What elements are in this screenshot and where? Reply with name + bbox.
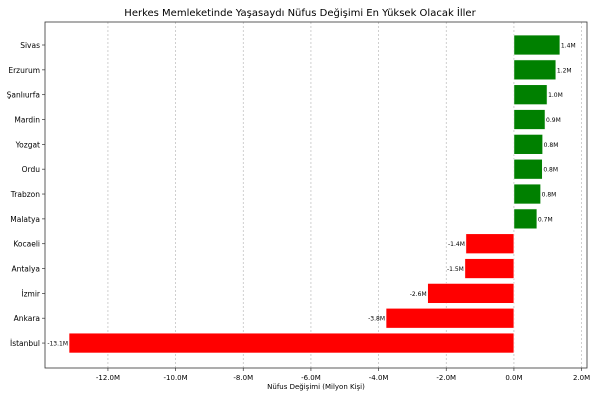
bar-İzmir xyxy=(427,283,515,304)
x-tick-label: -10.0M xyxy=(164,374,188,382)
y-tick-label: Ordu xyxy=(22,165,41,174)
data-label: 0.7M xyxy=(538,216,553,223)
y-tick-label: Şanlıurfa xyxy=(7,91,40,100)
data-label: 0.8M xyxy=(544,142,559,149)
bar-Antalya xyxy=(464,258,515,279)
data-label: 0.9M xyxy=(546,117,561,124)
bar-Erzurum xyxy=(513,59,557,81)
x-tick-label: 2.0M xyxy=(573,374,590,382)
y-tick-label: Erzurum xyxy=(8,66,40,75)
bar-Mardin xyxy=(513,109,546,130)
y-tick-label: İstanbul xyxy=(10,339,40,348)
bar-İstanbul xyxy=(68,332,515,354)
bar-Ankara xyxy=(385,307,515,329)
y-tick-label: İzmir xyxy=(21,289,41,298)
x-axis-label: Nüfus Değişimi (Milyon Kişi) xyxy=(267,383,365,391)
data-label: -1.4M xyxy=(448,241,465,248)
y-tick-label: Yozgat xyxy=(15,140,40,149)
data-label: 0.8M xyxy=(542,192,557,199)
x-tick-label: -8.0M xyxy=(233,374,253,382)
y-tick-label: Trabzon xyxy=(10,190,40,199)
data-label: 0.8M xyxy=(543,167,558,174)
data-label: 1.4M xyxy=(561,43,576,50)
bar-Ordu xyxy=(513,158,543,180)
data-label: -1.5M xyxy=(447,266,464,273)
bar-Sivas xyxy=(513,34,561,56)
bar-Şanlıurfa xyxy=(513,84,548,105)
data-label: 1.2M xyxy=(557,67,572,74)
data-label: -2.6M xyxy=(410,291,427,298)
bar-Yozgat xyxy=(513,134,543,155)
data-label: 1.0M xyxy=(548,92,563,99)
data-label: -3.8M xyxy=(368,316,385,323)
x-tick-label: -6.0M xyxy=(301,374,321,382)
y-tick-label: Kocaeli xyxy=(13,240,40,249)
chart-title: Herkes Memleketinde Yaşasaydı Nüfus Deği… xyxy=(124,6,476,19)
y-tick-label: Ankara xyxy=(14,314,40,323)
plot-frame xyxy=(44,21,588,369)
x-tick-label: -12.0M xyxy=(96,374,120,382)
bar-Trabzon xyxy=(513,183,541,205)
x-tick-label: -4.0M xyxy=(369,374,389,382)
bar-Malatya xyxy=(513,208,538,230)
y-tick-label: Sivas xyxy=(20,41,40,50)
y-tick-label: Antalya xyxy=(11,265,40,274)
data-label: -13.1M xyxy=(47,341,68,348)
y-tick-label: Mardin xyxy=(14,116,40,125)
y-tick-label: Malatya xyxy=(10,215,40,224)
bar-Kocaeli xyxy=(465,233,515,254)
x-tick-label: -2.0M xyxy=(436,374,456,382)
x-tick-label: 0.0M xyxy=(505,374,522,382)
